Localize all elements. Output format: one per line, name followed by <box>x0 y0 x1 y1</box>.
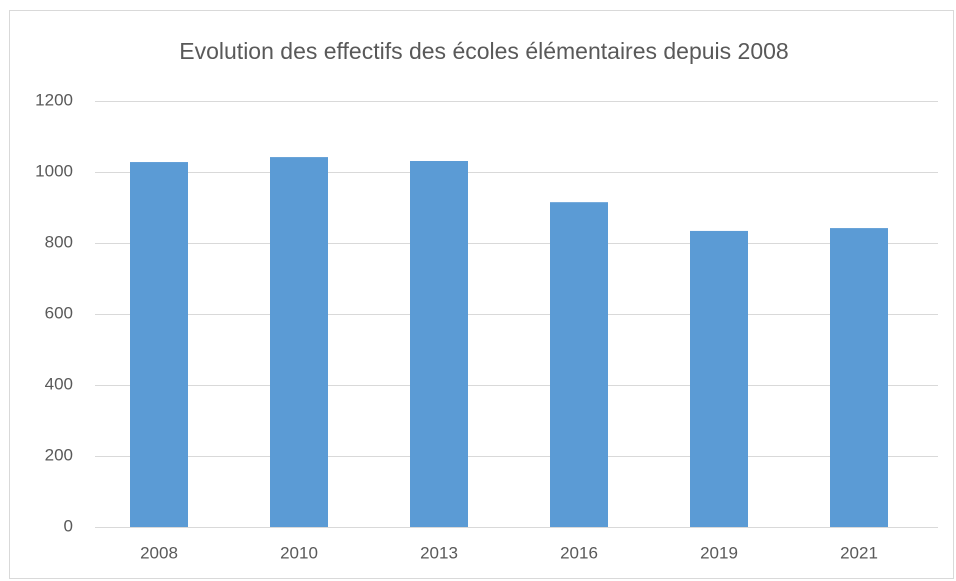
y-tick-label: 0 <box>64 516 73 535</box>
y-tick-label: 200 <box>45 445 73 464</box>
x-tick-label: 2021 <box>840 543 878 562</box>
x-tick-label: 2013 <box>420 543 458 562</box>
y-tick-label: 1200 <box>35 90 73 109</box>
bar <box>410 160 468 527</box>
bar <box>130 162 188 527</box>
bar <box>690 230 748 527</box>
x-tick-label: 2008 <box>140 543 178 562</box>
y-tick-label: 600 <box>45 303 73 322</box>
x-tick-label: 2016 <box>560 543 598 562</box>
bar <box>270 157 328 527</box>
x-tick-label: 2019 <box>700 543 738 562</box>
y-tick-label: 400 <box>45 374 73 393</box>
bar <box>550 202 608 528</box>
x-tick-label: 2010 <box>280 543 318 562</box>
y-tick-label: 1000 <box>35 161 73 180</box>
y-tick-label: 800 <box>45 232 73 251</box>
chart-title: Evolution des effectifs des écoles éléme… <box>179 38 788 64</box>
bar <box>830 228 888 527</box>
